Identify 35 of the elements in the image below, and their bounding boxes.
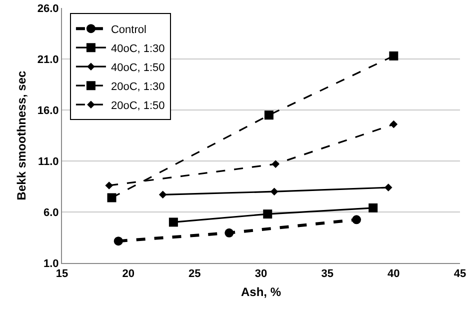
point (270, 188, 278, 196)
x-tick-label: 25 (188, 268, 201, 280)
legend-label: 40oC, 1:50 (110, 62, 165, 74)
point (158, 190, 167, 199)
legend-label: 40oC, 1:30 (110, 42, 165, 55)
legend-label: Control (110, 24, 146, 36)
point (224, 228, 234, 238)
y-tick-label: 16.0 (37, 104, 59, 117)
y-tick-label: 21.0 (37, 54, 59, 66)
point (368, 203, 378, 212)
point (107, 193, 116, 202)
x-tick-label: 20 (122, 268, 134, 280)
y-tick-label: 1.0 (44, 258, 59, 270)
x-tick-label: 15 (56, 268, 68, 280)
y-tick-label: 6.0 (44, 206, 59, 219)
legend-label: 20oC, 1:30 (110, 80, 165, 93)
point (264, 110, 274, 120)
x-tick-label: 30 (254, 268, 268, 280)
y-tick-label: 26.0 (37, 2, 59, 15)
point (168, 218, 178, 227)
legend-label: 20oC, 1:50 (110, 100, 165, 112)
point (105, 182, 113, 190)
x-axis-title: Ash, % (240, 285, 282, 300)
x-tick-label: 40 (388, 268, 400, 280)
point (390, 120, 398, 128)
x-tick-label: 45 (454, 268, 466, 280)
y-tick-label: 11.0 (38, 156, 59, 168)
x-tick-label: 35 (321, 268, 334, 280)
point (114, 236, 123, 246)
point (384, 184, 392, 192)
point (352, 215, 362, 224)
y-axis-title: Bekk smoothness, sec (14, 70, 29, 200)
point (263, 210, 272, 219)
point (272, 160, 280, 168)
point (389, 51, 398, 60)
